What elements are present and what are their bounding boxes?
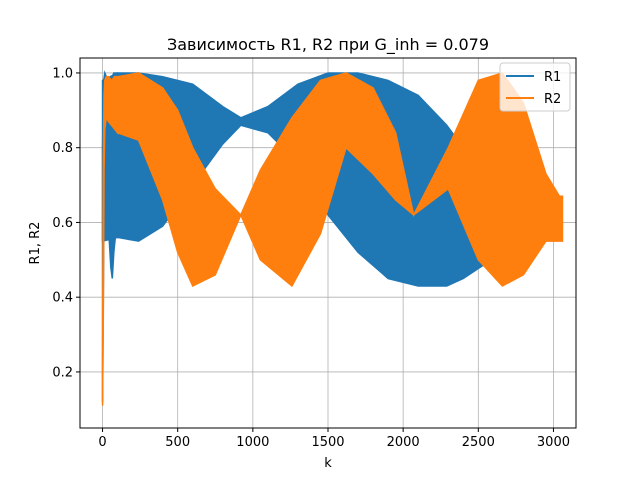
- legend-label-r2: R2: [544, 92, 561, 107]
- y-tick-label: 0.8: [52, 141, 73, 156]
- x-tick-label: 0: [98, 435, 106, 450]
- x-tick-label: 500: [165, 435, 190, 450]
- x-axis-label: k: [324, 456, 332, 471]
- series-r2-band: [116, 72, 564, 288]
- y-tick-label: 0.4: [52, 291, 73, 306]
- x-tick-label: 1500: [311, 435, 344, 450]
- ticks: 0 500 1000 1500 2000 2500 3000 0.2 0.4 0.6 0.8 1.0: [52, 66, 570, 450]
- x-tick-label: 2500: [462, 435, 495, 450]
- y-tick-label: 0.2: [52, 365, 73, 380]
- y-tick-label: 1.0: [52, 66, 73, 81]
- y-tick-label: 0.6: [52, 216, 73, 231]
- y-axis-label: R1, R2: [28, 222, 43, 265]
- x-tick-label: 2000: [387, 435, 420, 450]
- series-layer: [101, 70, 564, 406]
- x-tick-label: 1000: [236, 435, 269, 450]
- x-tick-label: 3000: [537, 435, 570, 450]
- chart-title: Зависимость R1, R2 при G_inh = 0.079: [167, 35, 489, 55]
- legend-label-r1: R1: [544, 70, 561, 85]
